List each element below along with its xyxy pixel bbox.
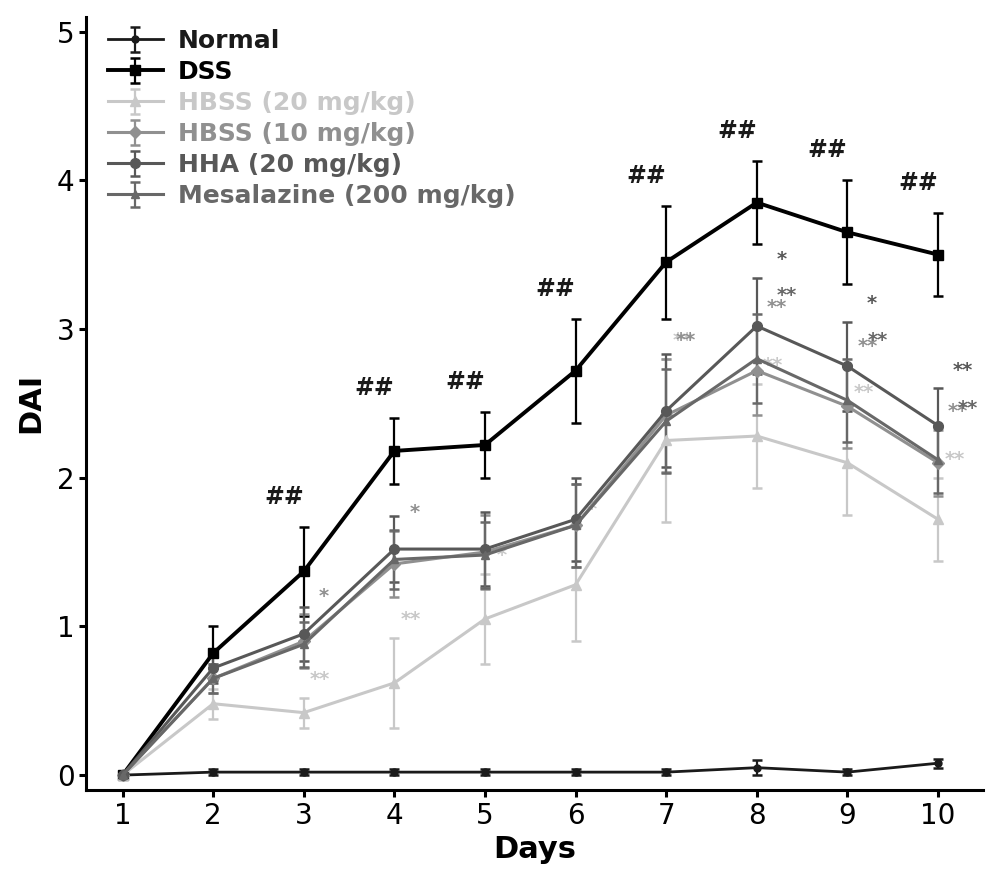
Text: **: ** [672, 330, 693, 350]
Text: **: ** [767, 298, 787, 317]
Text: **: ** [777, 286, 797, 305]
Text: **: ** [948, 402, 968, 421]
Text: *: * [409, 503, 419, 522]
Text: **: ** [401, 611, 421, 629]
Text: ##: ## [626, 164, 666, 188]
Text: **: ** [944, 450, 964, 469]
Text: ##: ## [355, 376, 394, 400]
Text: ##: ## [717, 119, 757, 143]
Text: **: ** [857, 337, 877, 356]
Text: ##: ## [898, 171, 938, 195]
Text: **: ** [310, 670, 330, 689]
Text: **: ** [763, 356, 783, 375]
Text: ##: ## [808, 138, 847, 162]
Legend: Normal, DSS, HBSS (20 mg/kg), HBSS (10 mg/kg), HHA (20 mg/kg), Mesalazine (200 m: Normal, DSS, HBSS (20 mg/kg), HBSS (10 m… [108, 29, 515, 208]
Text: ##: ## [445, 370, 485, 395]
Y-axis label: DAI: DAI [17, 374, 46, 433]
X-axis label: Days: Days [493, 835, 576, 864]
Text: ##: ## [264, 485, 304, 509]
Text: *: * [496, 546, 506, 566]
Text: **: ** [854, 383, 874, 402]
Text: *: * [587, 500, 597, 519]
Text: *: * [319, 587, 329, 605]
Text: **: ** [958, 399, 978, 418]
Text: *: * [776, 250, 786, 270]
Text: **: ** [867, 330, 887, 350]
Text: ##: ## [536, 277, 576, 300]
Text: **: ** [952, 360, 973, 380]
Text: *: * [867, 293, 877, 313]
Text: **: ** [676, 330, 696, 350]
